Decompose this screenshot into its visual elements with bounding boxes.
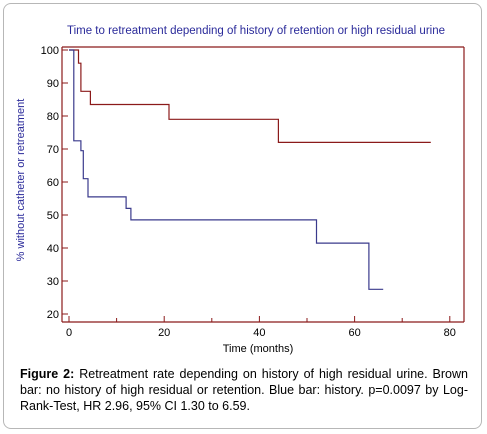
series-layer <box>69 49 431 290</box>
series-line-1 <box>69 49 431 143</box>
y-tick-label: 70 <box>47 144 59 156</box>
x-tick-label: 0 <box>66 327 72 339</box>
y-axis-label: % without catheter or retreatment <box>15 99 27 262</box>
x-tick-label: 80 <box>444 327 456 339</box>
figure-caption: Figure 2: Retreatment rate depending on … <box>20 366 468 414</box>
y-tick-label: 20 <box>47 309 59 321</box>
y-tick-label: 80 <box>47 111 59 123</box>
y-tick-label: 90 <box>47 78 59 90</box>
x-tick-label: 40 <box>253 327 265 339</box>
x-axis: 0 20 40 60 80 <box>66 316 456 339</box>
x-tick-label: 60 <box>348 327 360 339</box>
y-axis: 20 30 40 50 60 70 80 90 100 <box>41 45 68 321</box>
caption-label: Figure 2: <box>20 367 75 381</box>
y-tick-label: 50 <box>47 210 59 222</box>
caption-text: Retreatment rate depending on history of… <box>20 367 468 413</box>
chart-title: Time to retreatment depending of history… <box>67 25 445 37</box>
figure-frame <box>3 3 482 429</box>
plot-area <box>61 46 465 323</box>
y-tick-label: 100 <box>41 45 59 57</box>
series-line-2 <box>69 49 384 290</box>
x-tick-label: 20 <box>158 327 170 339</box>
kaplan-meier-chart: Time to retreatment depending of history… <box>15 25 465 355</box>
y-tick-label: 30 <box>47 276 59 288</box>
y-tick-label: 60 <box>47 177 59 189</box>
y-tick-label: 40 <box>47 243 59 255</box>
x-axis-label: Time (months) <box>223 343 294 355</box>
